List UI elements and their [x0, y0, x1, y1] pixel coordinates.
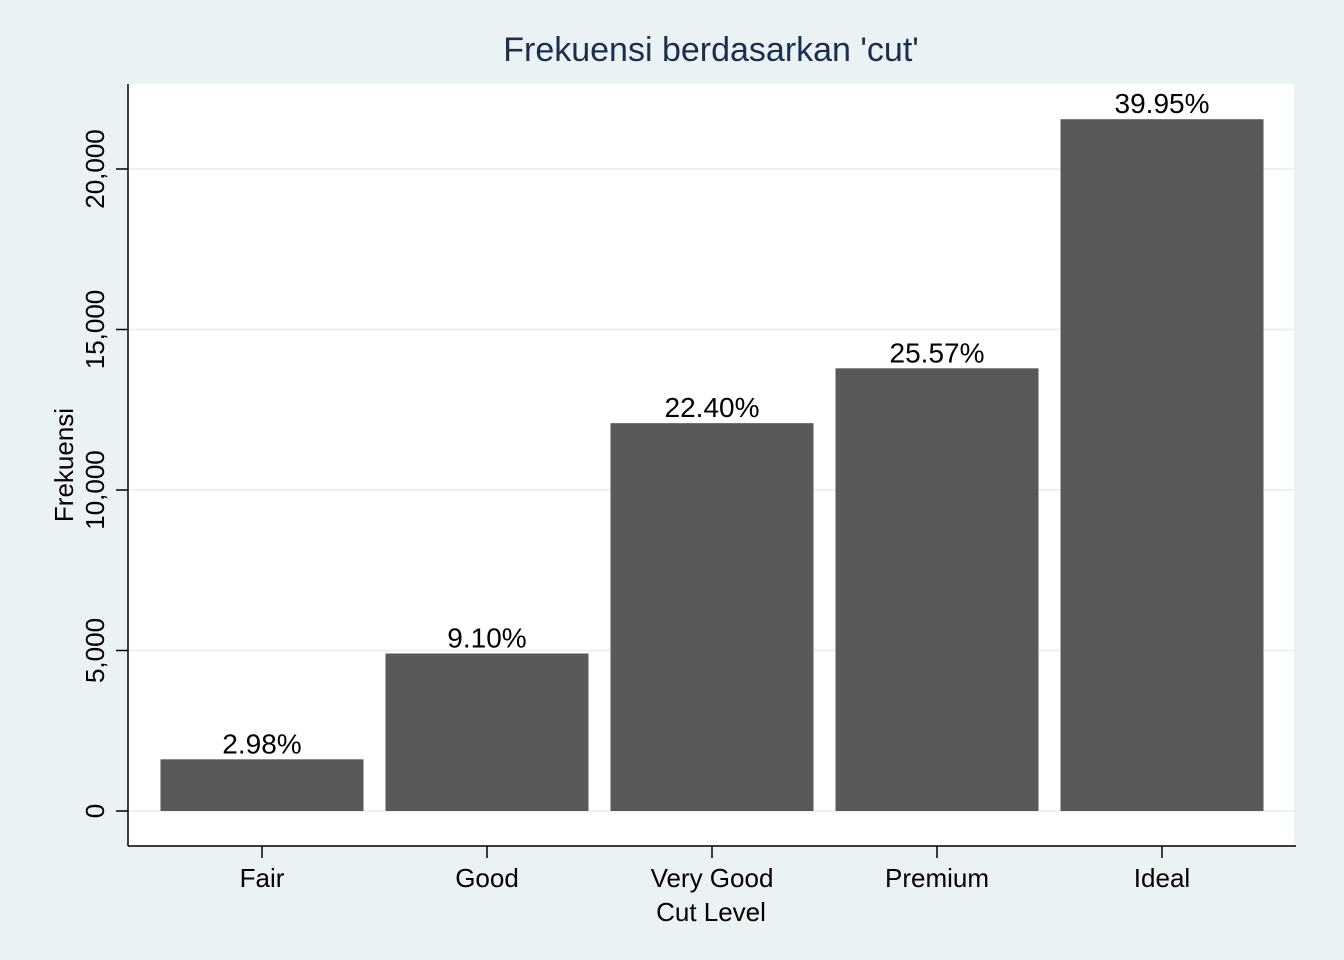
y-ticks: 0 5,000 10,000 15,000 20,000 — [80, 129, 128, 818]
bars — [160, 119, 1264, 812]
x-axis-label: Cut Level — [656, 897, 766, 927]
bar — [1060, 119, 1264, 812]
chart-title: Frekuensi berdasarkan 'cut' — [503, 31, 919, 69]
bar — [835, 368, 1039, 811]
data-label: 2.98% — [222, 728, 301, 759]
data-label: 22.40% — [665, 392, 760, 423]
bar — [385, 653, 589, 811]
data-label: 39.95% — [1115, 88, 1210, 119]
data-labels: 2.98% 9.10% 22.40% 25.57% 39.95% — [222, 88, 1209, 759]
y-axis-label: Frekuensi — [49, 408, 79, 522]
y-tick-label: 10,000 — [80, 450, 110, 530]
y-tick-label: 5,000 — [80, 618, 110, 683]
y-tick-label: 0 — [80, 804, 110, 818]
bar — [160, 759, 364, 811]
x-ticks: Fair Good Very Good Premium Ideal — [240, 846, 1190, 893]
bar — [610, 423, 814, 811]
x-tick-label: Premium — [885, 863, 989, 893]
x-tick-label: Fair — [240, 863, 285, 893]
x-tick-label: Good — [455, 863, 519, 893]
y-tick-label: 20,000 — [80, 129, 110, 209]
x-tick-label: Ideal — [1134, 863, 1190, 893]
data-label: 9.10% — [447, 623, 526, 654]
x-tick-label: Very Good — [651, 863, 774, 893]
y-tick-label: 15,000 — [80, 290, 110, 370]
data-label: 25.57% — [890, 337, 985, 368]
